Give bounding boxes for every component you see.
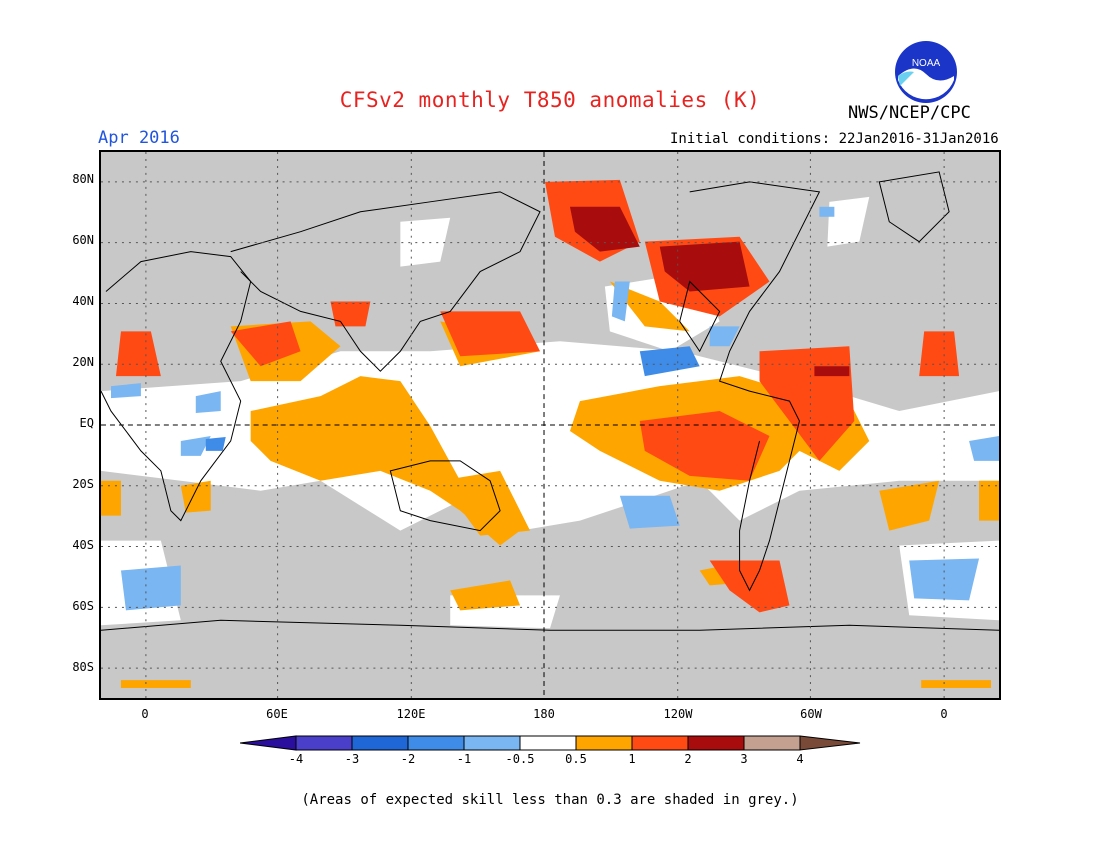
logo-text: NOAA [912,58,941,69]
lon-label: 60W [800,707,822,721]
cold-anomaly-05-1 [110,206,999,611]
lon-label: 120W [663,707,693,721]
colorbar-swatch [687,735,745,751]
colorbar-tick: 3 [740,752,748,766]
lat-label: EQ [79,416,94,430]
colorbar-tick: 4 [796,752,804,766]
anomaly-map [99,150,1001,700]
agency-label: NWS/NCEP/CPC [848,103,971,123]
equator-dateline [101,152,999,698]
initial-conditions: Initial conditions: 22Jan2016-31Jan2016 [670,131,999,147]
colorbar-swatch [743,735,801,751]
colorbar-swatch [351,735,409,751]
colorbar-swatch [463,735,521,751]
lon-label: 0 [940,707,948,721]
lon-label: 60E [266,707,288,721]
colorbar-tick: 1 [628,752,636,766]
colorbar-swatch [240,735,297,751]
colorbar-swatch [407,735,465,751]
lat-label: 80S [72,660,94,674]
colorbar-tick: 2 [684,752,692,766]
lon-label: 0 [141,707,149,721]
lon-label: 120E [396,707,426,721]
lat-label: 20N [72,355,94,369]
colorbar-swatch [575,735,633,751]
lat-label: 80N [72,172,94,186]
lat-label: 40N [72,294,94,308]
colorbar-swatch [295,735,353,751]
colorbar-swatch [799,735,861,751]
colorbar [240,735,861,751]
lat-label: 60N [72,233,94,247]
coastlines [101,171,999,631]
colorbar-swatch [519,735,577,751]
valid-month: Apr 2016 [98,128,180,148]
chart-title: CFSv2 monthly T850 anomalies (K) [339,88,761,112]
footnote: (Areas of expected skill less than 0.3 a… [301,792,799,808]
colorbar-tick: -2 [400,752,416,766]
colorbar-swatch [631,735,689,751]
warm-anomaly-2-3 [569,206,850,377]
lat-label: 40S [72,538,94,552]
noaa-logo: NOAA [895,41,957,103]
colorbar-tick: 0.5 [565,752,587,766]
lat-label: 60S [72,599,94,613]
cold-anomaly-1-2 [205,346,700,451]
lat-label: 20S [72,477,94,491]
colorbar-tick: -4 [288,752,304,766]
colorbar-tick: -0.5 [505,752,535,766]
colorbar-tick: -3 [344,752,360,766]
colorbar-tick: -1 [456,752,472,766]
lon-label: 180 [533,707,555,721]
